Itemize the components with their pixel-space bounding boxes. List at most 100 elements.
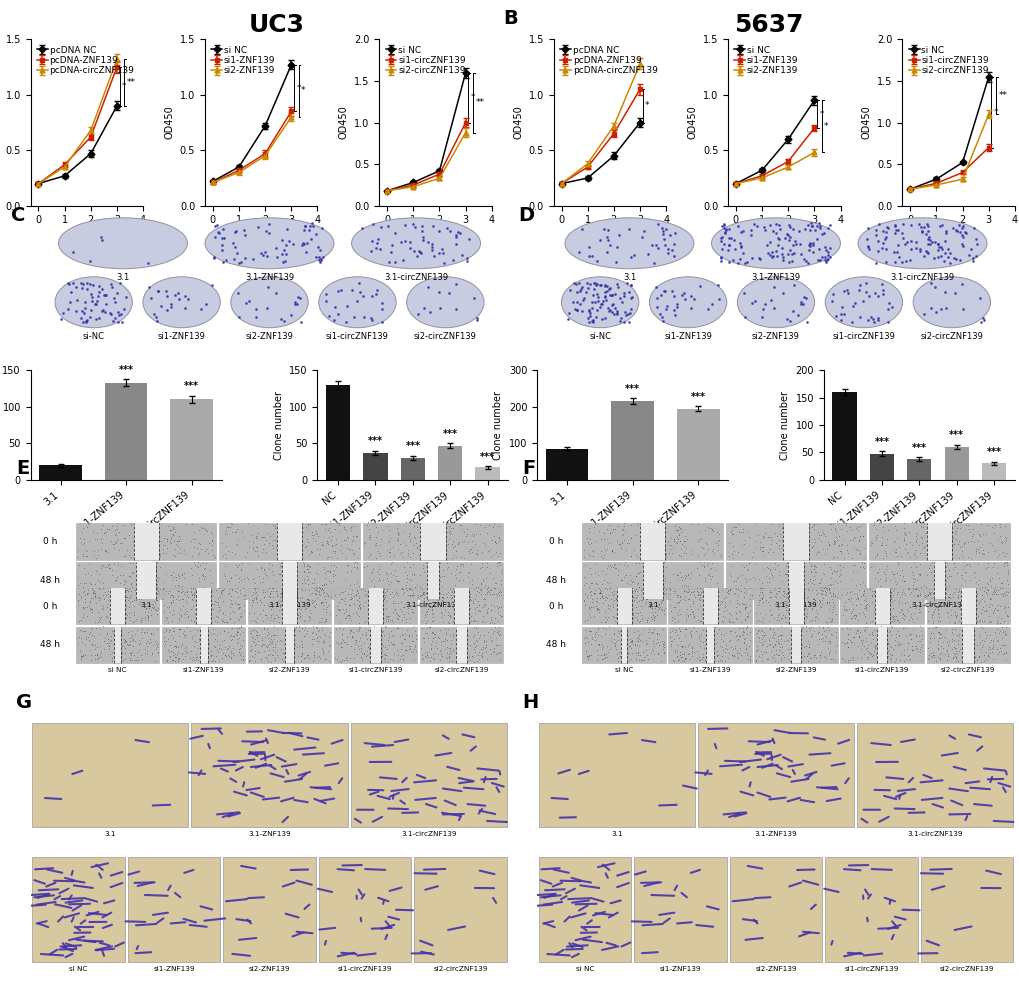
Text: ***: *** bbox=[873, 437, 889, 447]
Ellipse shape bbox=[230, 276, 308, 328]
Bar bbox=[788, 588, 803, 624]
Bar bbox=[642, 563, 662, 598]
Text: 3.1: 3.1 bbox=[116, 272, 129, 281]
Bar bbox=[729, 858, 821, 961]
Bar bbox=[370, 627, 380, 663]
Bar bbox=[170, 400, 213, 480]
Text: si1-ZNF139: si1-ZNF139 bbox=[689, 667, 730, 673]
Text: si1-ZNF139: si1-ZNF139 bbox=[153, 966, 195, 972]
Text: si2-circZNF139: si2-circZNF139 bbox=[940, 966, 994, 972]
Text: si1-ZNF139: si1-ZNF139 bbox=[182, 667, 224, 673]
Ellipse shape bbox=[912, 276, 989, 328]
Text: si2-circZNF139: si2-circZNF139 bbox=[434, 667, 488, 673]
Bar bbox=[925, 588, 1009, 624]
Bar bbox=[326, 385, 350, 480]
Bar bbox=[856, 723, 1013, 827]
Text: si1-circZNF139: si1-circZNF139 bbox=[844, 966, 898, 972]
Bar bbox=[754, 588, 837, 624]
X-axis label: Day (s): Day (s) bbox=[766, 231, 801, 241]
Bar bbox=[932, 563, 944, 598]
Bar bbox=[582, 588, 665, 624]
Text: si NC: si NC bbox=[69, 966, 88, 972]
Text: **: ** bbox=[126, 79, 136, 87]
Ellipse shape bbox=[737, 276, 814, 328]
Text: si NC: si NC bbox=[575, 966, 593, 972]
Text: *: * bbox=[470, 93, 475, 102]
Text: si2-ZNF139: si2-ZNF139 bbox=[751, 332, 799, 341]
Bar bbox=[127, 858, 220, 961]
Bar bbox=[318, 858, 411, 961]
Bar bbox=[726, 563, 865, 598]
Legend: pcDNA NC, pcDNA-ZNF139, pcDNA-circZNF139: pcDNA NC, pcDNA-ZNF139, pcDNA-circZNF139 bbox=[557, 44, 658, 78]
Text: E: E bbox=[16, 458, 30, 477]
Text: si1-circZNF139: si1-circZNF139 bbox=[854, 667, 908, 673]
Bar bbox=[545, 449, 588, 480]
Text: *: * bbox=[818, 109, 823, 118]
Text: 48 h: 48 h bbox=[40, 576, 60, 584]
Bar bbox=[368, 588, 383, 624]
Bar bbox=[667, 588, 751, 624]
Bar bbox=[333, 627, 417, 663]
Bar bbox=[621, 627, 627, 663]
Ellipse shape bbox=[565, 218, 693, 268]
Text: 3.1-ZNF139: 3.1-ZNF139 bbox=[754, 831, 797, 837]
Text: 3.1: 3.1 bbox=[646, 602, 658, 608]
Bar bbox=[333, 588, 417, 624]
Text: ***: *** bbox=[480, 451, 494, 461]
Bar bbox=[192, 723, 347, 827]
X-axis label: Day (s): Day (s) bbox=[244, 231, 278, 241]
Bar bbox=[420, 627, 502, 663]
Legend: si NC, si1-ZNF139, si2-ZNF139: si NC, si1-ZNF139, si2-ZNF139 bbox=[209, 44, 277, 78]
Bar bbox=[219, 524, 360, 560]
Text: si-NC: si-NC bbox=[589, 332, 610, 341]
Ellipse shape bbox=[711, 218, 840, 268]
Text: D: D bbox=[518, 206, 534, 225]
Text: 3.1-circZNF139: 3.1-circZNF139 bbox=[890, 272, 954, 281]
Text: ***: *** bbox=[949, 430, 963, 440]
Bar bbox=[475, 467, 499, 480]
Bar bbox=[677, 409, 718, 480]
Text: 3.1-ZNF139: 3.1-ZNF139 bbox=[245, 272, 293, 281]
Bar bbox=[277, 524, 302, 560]
Bar bbox=[363, 563, 502, 598]
Bar bbox=[284, 627, 293, 663]
Text: *: * bbox=[122, 82, 126, 91]
Text: si2-circZNF139: si2-circZNF139 bbox=[940, 667, 995, 673]
Text: si1-circZNF139: si1-circZNF139 bbox=[337, 966, 392, 972]
Text: F: F bbox=[522, 458, 535, 477]
Text: 48 h: 48 h bbox=[546, 640, 566, 649]
Text: si1-circZNF139: si1-circZNF139 bbox=[326, 332, 388, 341]
Text: 3.1-ZNF139: 3.1-ZNF139 bbox=[268, 602, 311, 608]
Text: si2-ZNF139: si2-ZNF139 bbox=[774, 667, 816, 673]
Text: si-NC: si-NC bbox=[83, 332, 105, 341]
Bar bbox=[610, 402, 653, 480]
Bar bbox=[162, 627, 245, 663]
Bar bbox=[281, 563, 297, 598]
Text: ***: *** bbox=[690, 392, 705, 402]
Y-axis label: Clone number: Clone number bbox=[780, 391, 790, 459]
Bar bbox=[219, 563, 360, 598]
Bar bbox=[754, 627, 837, 663]
Legend: pcDNA NC, pcDNA-ZNF139, pcDNA-circZNF139: pcDNA NC, pcDNA-ZNF139, pcDNA-circZNF139 bbox=[35, 44, 137, 78]
Bar bbox=[981, 463, 1005, 480]
Text: ***: *** bbox=[985, 447, 1001, 457]
Text: si2-ZNF139: si2-ZNF139 bbox=[754, 966, 796, 972]
Text: *: * bbox=[301, 86, 305, 95]
Text: 3.1-ZNF139: 3.1-ZNF139 bbox=[774, 602, 816, 608]
Bar bbox=[414, 858, 506, 961]
Ellipse shape bbox=[824, 276, 902, 328]
Legend: si NC, si1-circZNF139, si2-circZNF139: si NC, si1-circZNF139, si2-circZNF139 bbox=[906, 44, 989, 78]
Bar bbox=[40, 465, 82, 480]
Text: **: ** bbox=[475, 98, 484, 107]
Bar bbox=[105, 383, 148, 480]
Text: ***: *** bbox=[442, 429, 458, 439]
Bar bbox=[582, 524, 722, 560]
Bar bbox=[420, 524, 445, 560]
Bar bbox=[876, 627, 887, 663]
Bar bbox=[788, 563, 803, 598]
Bar bbox=[76, 563, 216, 598]
Bar bbox=[640, 524, 664, 560]
Bar bbox=[582, 627, 665, 663]
Text: 0 h: 0 h bbox=[548, 601, 564, 610]
Bar bbox=[363, 453, 387, 480]
